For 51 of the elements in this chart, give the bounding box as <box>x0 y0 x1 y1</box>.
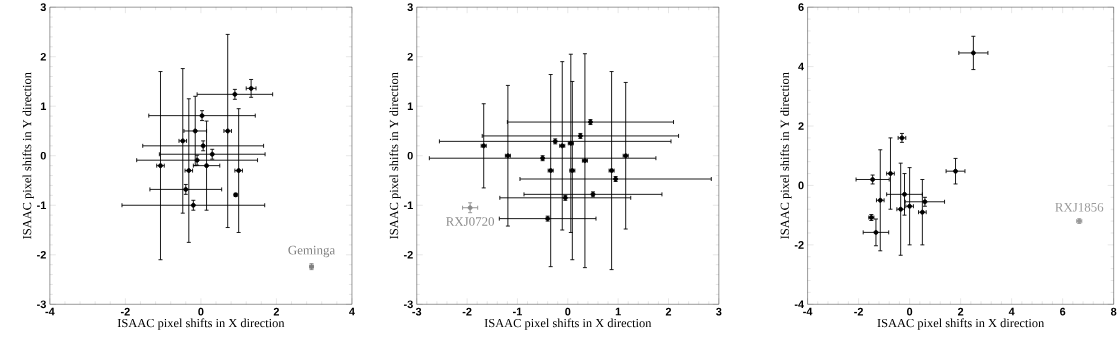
y-tick-label: -1 <box>37 201 47 209</box>
y-tick-label: 1 <box>40 102 47 110</box>
point <box>192 128 198 134</box>
y-tick-label: 2 <box>798 122 804 130</box>
y-tick-label: 2 <box>40 52 46 61</box>
y-tick-label: -1 <box>403 201 413 209</box>
y-tick-label: 2 <box>407 52 413 61</box>
x-tick-label: -2 <box>462 307 472 316</box>
x-axis-title: ISAAC pixel shifts in X direction <box>877 318 1045 330</box>
x-tick-label: 0 <box>198 307 204 316</box>
y-axis-title: ISAAC pixel shifts in Y direction <box>389 72 401 239</box>
point <box>873 229 879 235</box>
x-tick-label: 6 <box>1060 307 1066 316</box>
y-axis-title: ISAAC pixel shifts in Y direction <box>22 72 34 239</box>
legend-label: Geminga <box>288 245 336 258</box>
y-tick-label: 6 <box>798 3 804 11</box>
x-axis-title: ISAAC pixel shifts in X direction <box>484 318 652 330</box>
point <box>953 168 958 174</box>
y-tick-label: 3 <box>407 3 413 11</box>
x-tick-label: 2 <box>957 307 964 316</box>
series-label: RXJ1856 <box>1055 202 1104 212</box>
y-tick-label: -2 <box>403 250 413 259</box>
y-tick-label: 4 <box>798 62 805 71</box>
y-axis-title: ISAAC pixel shifts in Y direction <box>780 72 792 239</box>
y-tick-label: -2 <box>37 250 46 259</box>
y-tick-label: -4 <box>794 300 805 308</box>
y-tick-label: 3 <box>40 3 46 11</box>
x-tick-label: 2 <box>273 307 280 316</box>
point <box>902 191 907 197</box>
x-tick-label: 8 <box>1110 307 1117 316</box>
x-tick-label: 4 <box>1008 307 1015 316</box>
x-tick-label: 4 <box>349 307 355 316</box>
point <box>204 163 209 168</box>
x-axis-title: ISAAC pixel shifts in X direction <box>117 318 285 330</box>
y-tick-label: 0 <box>40 151 46 160</box>
x-tick-label: 2 <box>665 307 672 316</box>
x-tick-label: -2 <box>854 307 864 316</box>
y-tick-label: -3 <box>37 300 46 309</box>
x-tick-label: -2 <box>120 307 130 316</box>
y-tick-label: -3 <box>403 300 413 309</box>
y-tick-label: 0 <box>798 181 804 190</box>
x-tick-label: 3 <box>716 307 722 316</box>
legend-label: RXJ0720 <box>446 217 495 226</box>
y-tick-label: 1 <box>407 102 413 110</box>
x-tick-label: -1 <box>513 307 522 316</box>
x-tick-label: 0 <box>565 307 571 316</box>
x-tick-label: 0 <box>907 307 913 316</box>
x-tick-label: 1 <box>615 307 621 316</box>
point <box>970 50 976 56</box>
y-tick-label: 0 <box>407 151 413 160</box>
y-tick-label: -2 <box>794 240 804 249</box>
